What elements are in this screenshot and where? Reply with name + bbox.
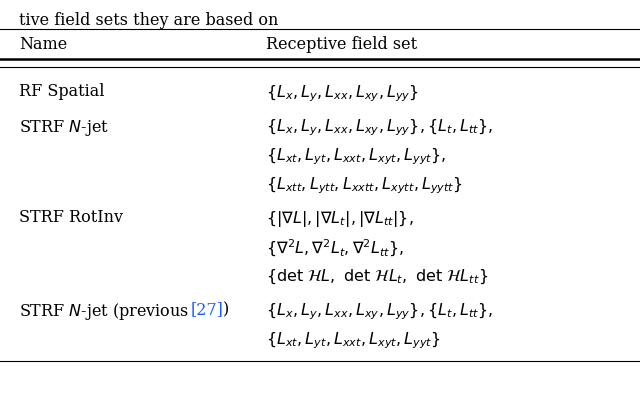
- Text: STRF $N$-jet: STRF $N$-jet: [19, 118, 109, 137]
- Text: [27]: [27]: [190, 301, 223, 318]
- Text: tive field sets they are based on: tive field sets they are based on: [19, 12, 278, 29]
- Text: $\{L_{xtt}, L_{ytt}, L_{xxtt}, L_{xytt}, L_{yytt}\}$: $\{L_{xtt}, L_{ytt}, L_{xxtt}, L_{xytt},…: [266, 175, 463, 196]
- Text: $\{L_x, L_y, L_{xx}, L_{xy}, L_{yy}\}, \{L_t, L_{tt}\},$: $\{L_x, L_y, L_{xx}, L_{xy}, L_{yy}\}, \…: [266, 118, 493, 138]
- Text: $\{L_{xt}, L_{yt}, L_{xxt}, L_{xyt}, L_{yyt}\},$: $\{L_{xt}, L_{yt}, L_{xxt}, L_{xyt}, L_{…: [266, 147, 446, 167]
- Text: STRF RotInv: STRF RotInv: [19, 209, 123, 227]
- Text: RF Spatial: RF Spatial: [19, 84, 105, 101]
- Text: $\{\nabla^2 L, \nabla^2 L_t, \nabla^2 L_{tt}\},$: $\{\nabla^2 L, \nabla^2 L_t, \nabla^2 L_…: [266, 238, 404, 259]
- Text: Receptive field set: Receptive field set: [266, 36, 417, 53]
- Text: $\{L_x, L_y, L_{xx}, L_{xy}, L_{yy}\}, \{L_t, L_{tt}\},$: $\{L_x, L_y, L_{xx}, L_{xy}, L_{yy}\}, \…: [266, 301, 493, 322]
- Text: $\{L_x, L_y, L_{xx}, L_{xy}, L_{yy}\}$: $\{L_x, L_y, L_{xx}, L_{xy}, L_{yy}\}$: [266, 84, 419, 104]
- Text: Name: Name: [19, 36, 67, 53]
- Text: $\{L_{xt}, L_{yt}, L_{xxt}, L_{xyt}, L_{yyt}\}$: $\{L_{xt}, L_{yt}, L_{xxt}, L_{xyt}, L_{…: [266, 330, 440, 351]
- Text: $\{|\nabla L|, |\nabla L_t|, |\nabla L_{tt}|\},$: $\{|\nabla L|, |\nabla L_t|, |\nabla L_{…: [266, 209, 413, 229]
- Text: $\{\det\,\mathcal{H}L,\ \det\,\mathcal{H}L_t,\ \det\,\mathcal{H}L_{tt}\}$: $\{\det\,\mathcal{H}L,\ \det\,\mathcal{H…: [266, 267, 488, 286]
- Text: STRF $N$-jet (previous: STRF $N$-jet (previous: [19, 301, 190, 322]
- Text: ): ): [223, 301, 229, 318]
